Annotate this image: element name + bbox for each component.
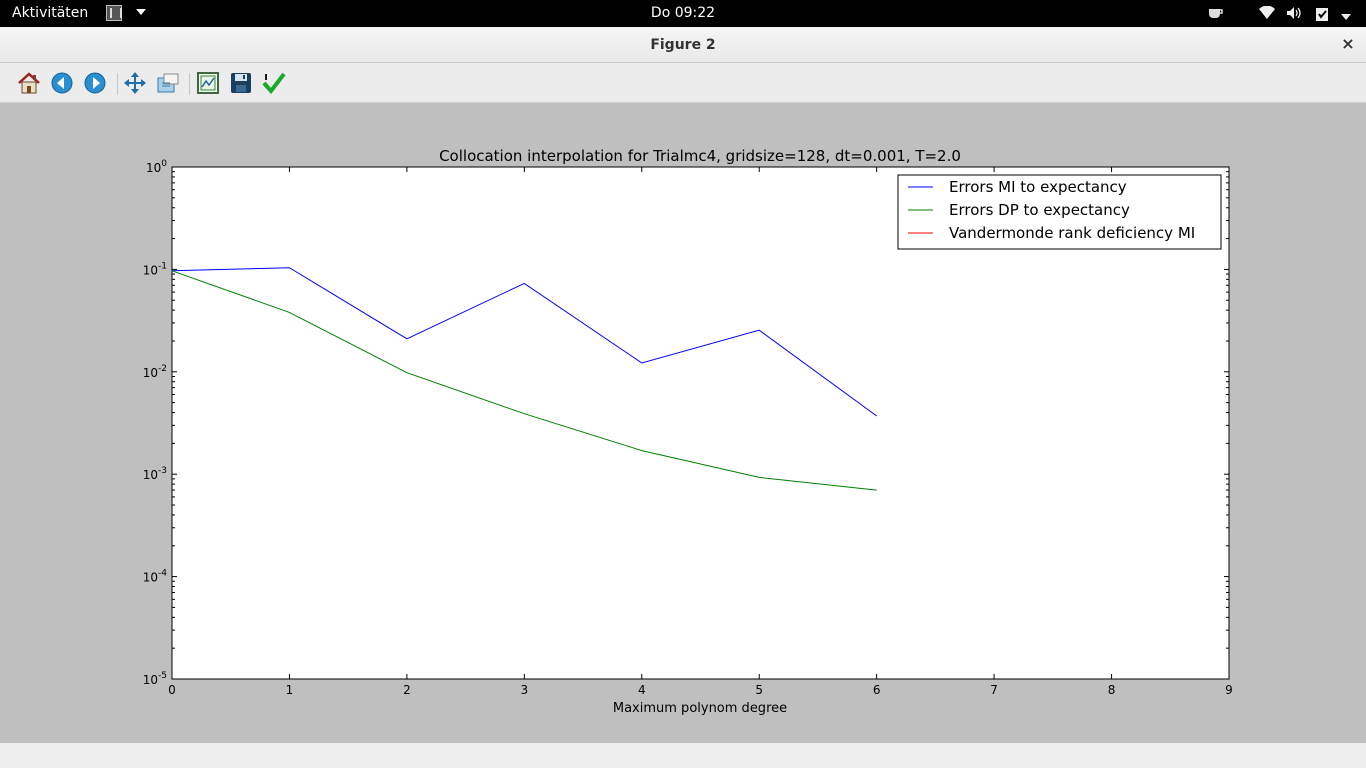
zoom-icon[interactable] [156, 71, 180, 95]
y-tick-label: 10-2 [143, 364, 167, 380]
save-icon[interactable] [229, 71, 253, 95]
legend-label: Errors DP to expectancy [949, 201, 1130, 219]
app-icon[interactable] [106, 5, 122, 21]
x-tick-label: 7 [990, 683, 998, 697]
figure-canvas[interactable]: 0 1 2 3 4 5 6 7 8 9 100 10-1 10-2 10-3 10-4 10-5 Colloc… [0, 103, 1366, 743]
legend-label: Vandermonde rank deficiency MI [949, 224, 1195, 242]
y-tick-label: 10-4 [143, 569, 168, 585]
wifi-icon[interactable] [1259, 5, 1275, 20]
legend-box [897, 174, 1222, 250]
checkmark-icon[interactable] [262, 71, 286, 95]
configure-subplots-icon[interactable] [196, 71, 220, 95]
series-line-1 [171, 270, 877, 491]
chart-title: Collocation interpolation for Trialmc4, … [439, 147, 961, 165]
x-tick-label: 4 [638, 683, 646, 697]
x-tick-label: 6 [873, 683, 881, 697]
close-button[interactable]: × [1341, 34, 1355, 53]
toolbar-separator [189, 73, 190, 95]
volume-icon[interactable] [1286, 6, 1301, 20]
x-tick-label: 1 [286, 683, 294, 697]
activities-button[interactable]: Aktivitäten [12, 5, 89, 21]
x-tick-label: 5 [755, 683, 763, 697]
home-icon[interactable] [17, 71, 41, 95]
series-line-0 [171, 267, 877, 417]
chart: 0 1 2 3 4 5 6 7 8 9 100 10-1 10-2 10-3 10-4 10-5 Colloc… [143, 147, 1233, 716]
plot-area [171, 166, 1230, 680]
forward-icon[interactable] [83, 71, 107, 95]
y-tick-label: 100 [146, 159, 167, 175]
y-tick-label: 10-3 [143, 466, 167, 482]
x-tick-label: 2 [403, 683, 411, 697]
clock[interactable]: Do 09:22 [650, 5, 716, 21]
pan-icon[interactable] [123, 71, 147, 95]
legend: Errors MI to expectancy Errors DP to expe… [897, 174, 1222, 250]
clipboard-check-icon[interactable] [1315, 6, 1329, 21]
toolbar [0, 63, 1366, 103]
x-tick-label: 8 [1108, 683, 1116, 697]
y-tick-label: 10-1 [143, 261, 167, 277]
app-menu-chevron-icon[interactable] [136, 9, 146, 15]
x-tick-label: 0 [168, 683, 176, 697]
top-bar: Aktivitäten Do 09:22 [0, 0, 1366, 27]
window-titlebar: Figure 2 × [0, 27, 1366, 63]
y-tick-label: 10-5 [143, 671, 167, 687]
x-tick-label: 3 [521, 683, 529, 697]
status-bar [0, 743, 1366, 768]
back-icon[interactable] [50, 71, 74, 95]
x-tick-label: 9 [1225, 683, 1233, 697]
x-axis-label: Maximum polynom degree [613, 701, 787, 716]
chevron-down-icon[interactable] [1340, 9, 1354, 23]
toolbar-separator [117, 73, 118, 95]
window-title: Figure 2 [650, 37, 716, 53]
coffee-icon[interactable] [1208, 6, 1223, 20]
legend-label: Errors MI to expectancy [949, 178, 1127, 196]
